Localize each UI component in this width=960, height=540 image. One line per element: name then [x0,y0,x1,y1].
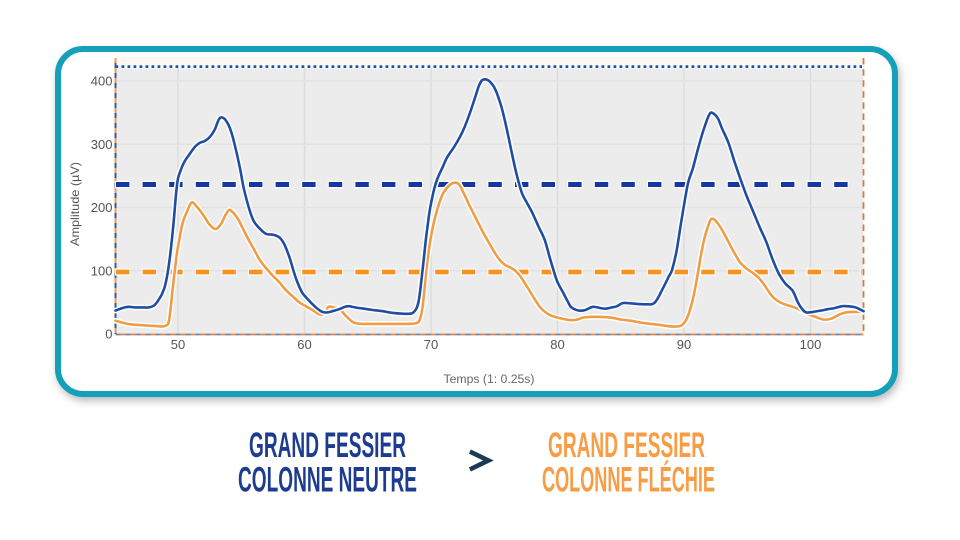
svg-text:COLONNE NEUTRE: COLONNE NEUTRE [238,460,417,500]
svg-text:80: 80 [550,337,564,352]
svg-text:COLONNE FLÉCHIE: COLONNE FLÉCHIE [542,460,715,500]
svg-text:90: 90 [677,337,691,352]
svg-text:GRAND FESSIER: GRAND FESSIER [249,425,406,465]
svg-text:Amplitude (µV): Amplitude (µV) [68,162,82,246]
svg-text:0: 0 [105,327,112,342]
svg-text:50: 50 [171,337,185,352]
svg-text:Temps (1: 0.25s): Temps (1: 0.25s) [444,374,535,386]
svg-text:100: 100 [800,337,822,352]
svg-text:100: 100 [91,263,113,278]
svg-text:300: 300 [91,137,113,152]
svg-text:60: 60 [297,337,311,352]
svg-text:70: 70 [424,337,438,352]
svg-text:GRAND FESSIER: GRAND FESSIER [548,425,705,465]
svg-text:400: 400 [91,74,113,89]
svg-text:200: 200 [91,200,113,215]
